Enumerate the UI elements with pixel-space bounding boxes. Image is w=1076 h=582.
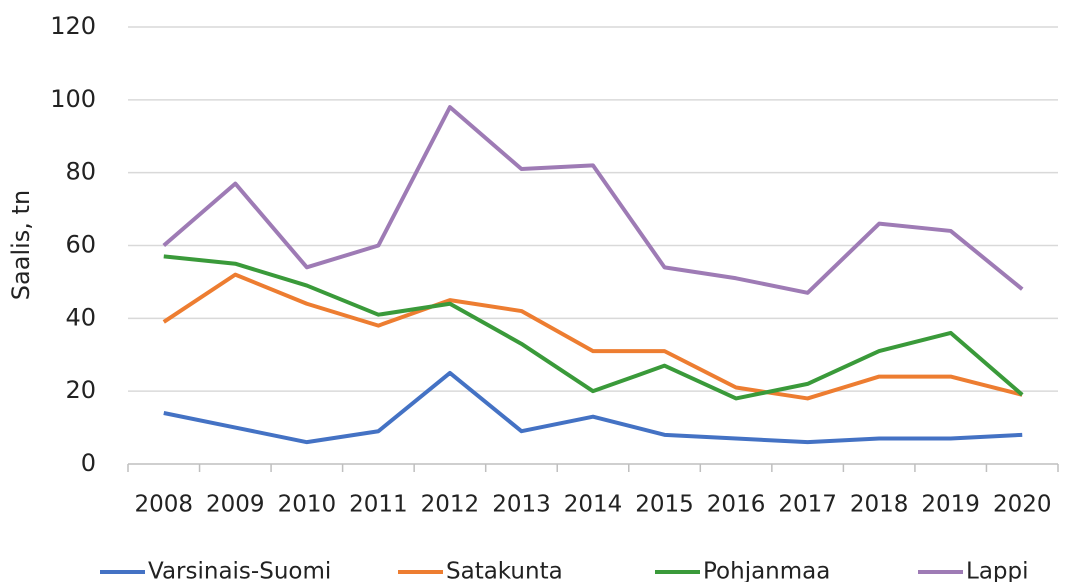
y-tick-label: 0 xyxy=(81,449,96,477)
x-tick-label: 2014 xyxy=(564,492,623,518)
x-tick-label: 2016 xyxy=(707,492,766,518)
x-tick-label: 2012 xyxy=(421,492,480,518)
x-tick-label: 2015 xyxy=(635,492,694,518)
legend-label: Pohjanmaa xyxy=(703,559,830,582)
x-tick-label: 2020 xyxy=(993,492,1052,518)
y-tick-label: 40 xyxy=(65,303,96,331)
legend-label: Varsinais-Suomi xyxy=(148,559,331,582)
data-line xyxy=(162,272,1023,401)
x-tick-label: 2019 xyxy=(921,492,980,518)
legend-label: Satakunta xyxy=(446,559,563,582)
y-tick-label: 120 xyxy=(50,12,96,40)
y-tick-label: 100 xyxy=(50,85,96,113)
x-tick-label: 2008 xyxy=(134,492,193,518)
y-axis-label: Saalis, tn xyxy=(7,190,35,300)
data-line xyxy=(162,105,1024,295)
y-tick-label: 20 xyxy=(65,376,96,404)
x-tick-label: 2009 xyxy=(206,492,265,518)
data-line xyxy=(163,254,1024,401)
data-line xyxy=(163,370,1023,445)
x-tick-label: 2017 xyxy=(778,492,837,518)
x-tick-label: 2013 xyxy=(492,492,551,518)
x-tick-label: 2018 xyxy=(850,492,909,518)
y-tick-label: 60 xyxy=(65,231,96,259)
x-tick-label: 2011 xyxy=(349,492,408,518)
y-tick-label: 80 xyxy=(65,158,96,186)
legend-label: Lappi xyxy=(966,559,1029,582)
x-tick-label: 2010 xyxy=(278,492,337,518)
